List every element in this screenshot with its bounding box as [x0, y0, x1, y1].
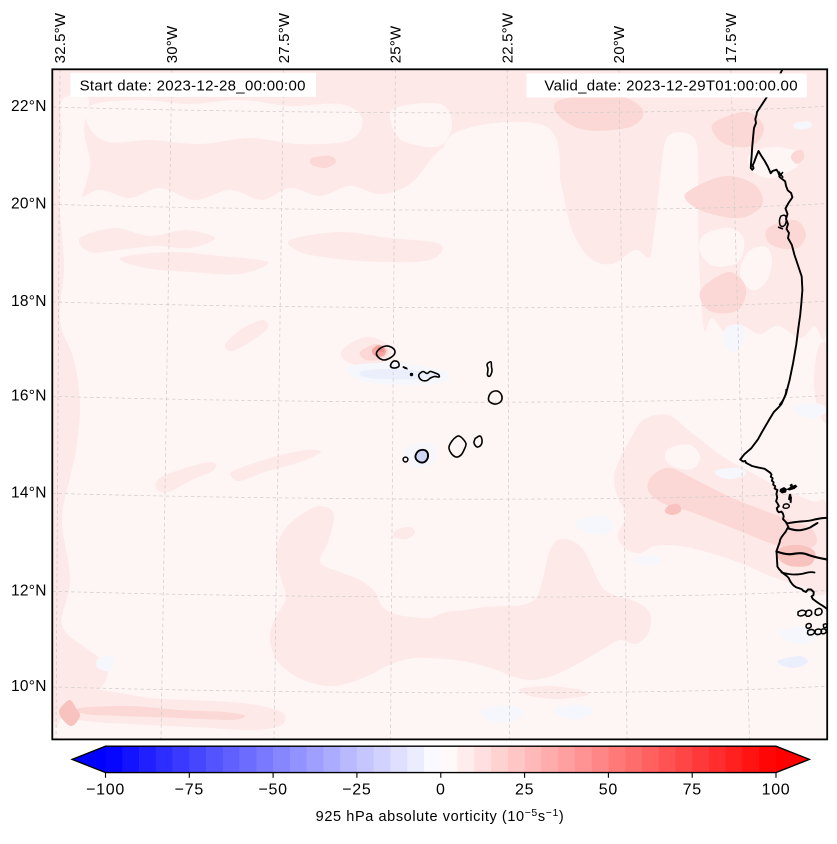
svg-text:25°W: 25°W: [388, 25, 405, 63]
svg-text:22.5°W: 22.5°W: [499, 12, 516, 63]
svg-text:20°N: 20°N: [11, 195, 47, 212]
svg-text:10°N: 10°N: [11, 678, 47, 695]
svg-text:75: 75: [683, 782, 702, 799]
svg-text:−75: −75: [175, 782, 204, 799]
svg-text:12°N: 12°N: [11, 582, 47, 599]
svg-text:32.5°W: 32.5°W: [52, 12, 69, 63]
svg-text:30°W: 30°W: [164, 25, 181, 63]
svg-text:17.5°W: 17.5°W: [723, 12, 740, 63]
svg-text:100: 100: [762, 782, 791, 799]
svg-text:−100: −100: [86, 782, 125, 799]
svg-text:0: 0: [436, 782, 446, 799]
svg-text:50: 50: [599, 782, 618, 799]
svg-text:22°N: 22°N: [11, 98, 47, 115]
svg-text:25: 25: [515, 782, 534, 799]
svg-text:925 hPa absolute vorticity (10: 925 hPa absolute vorticity (10−5s−1): [316, 807, 565, 825]
svg-text:20°W: 20°W: [611, 25, 628, 63]
svg-text:18°N: 18°N: [11, 293, 47, 310]
svg-text:Valid_date: 2023-12-29T01:00:0: Valid_date: 2023-12-29T01:00:00.00: [544, 78, 797, 95]
svg-text:27.5°W: 27.5°W: [276, 12, 293, 63]
svg-text:14°N: 14°N: [11, 484, 47, 501]
svg-text:−25: −25: [342, 782, 371, 799]
svg-text:Start date: 2023-12-28_00:00:0: Start date: 2023-12-28_00:00:00: [80, 78, 306, 95]
svg-text:−50: −50: [258, 782, 287, 799]
svg-text:16°N: 16°N: [11, 387, 47, 404]
